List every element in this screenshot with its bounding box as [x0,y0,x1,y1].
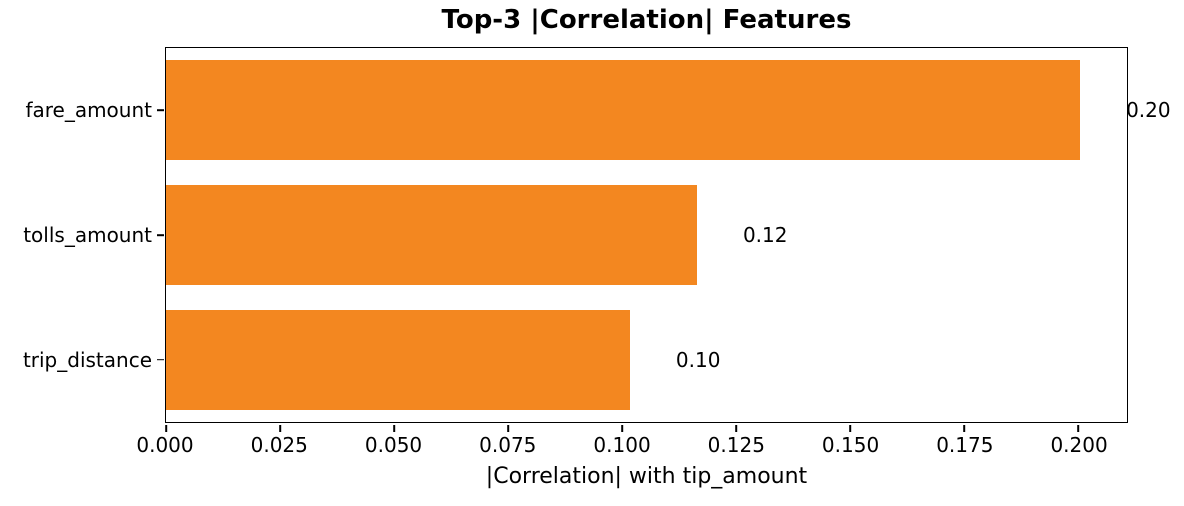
x-tick-mark [849,425,851,432]
x-tick-label: 0.000 [136,433,194,457]
x-tick-label: 0.200 [1050,433,1108,457]
x-tick-label: 0.100 [593,433,651,457]
x-tick-label: 0.025 [250,433,308,457]
bar-value-label: 0.20 [1126,98,1171,123]
x-tick-mark [507,425,509,432]
y-tick-mark [157,109,164,112]
bar-value-label: 0.12 [742,223,788,247]
x-tick-mark [393,425,395,432]
x-tick-mark [621,425,623,432]
x-tick-label: 0.175 [936,433,994,457]
x-tick-label: 0.075 [479,433,537,457]
y-axis: fare_amount tolls_amount trip_distance [0,47,152,423]
x-tick-mark [735,425,737,432]
x-axis: 0.000 0.025 0.050 0.075 0.100 0.125 0.150 0.175… [136,433,1128,459]
bar-trip_distance [166,309,631,410]
x-axis-label: |Correlation| with tip_amount [485,464,808,489]
x-tick-mark [1077,425,1079,432]
bar-value-label: 0.10 [675,347,721,372]
bar-tolls_amount [166,185,698,285]
x-tick-label: 0.125 [707,433,765,457]
chart-title: Top-3 |Correlation| Features [441,5,852,35]
y-tick-label-trip_distance: trip_distance [22,348,152,373]
x-tick-label: 0.150 [821,433,880,457]
y-tick-mark [157,234,164,236]
plot-area: 0.20 0.12 0.10 [157,47,1171,432]
x-tick-mark [279,425,281,432]
y-tick-label-tolls_amount: tolls_amount [23,223,152,247]
x-tick-mark [165,425,167,432]
y-tick-mark [157,358,164,361]
x-tick-mark [963,425,965,432]
y-tick-label-fare_amount: fare_amount [25,97,152,122]
x-tick-label: 0.050 [364,433,423,457]
bar-fare_amount [166,60,1081,161]
